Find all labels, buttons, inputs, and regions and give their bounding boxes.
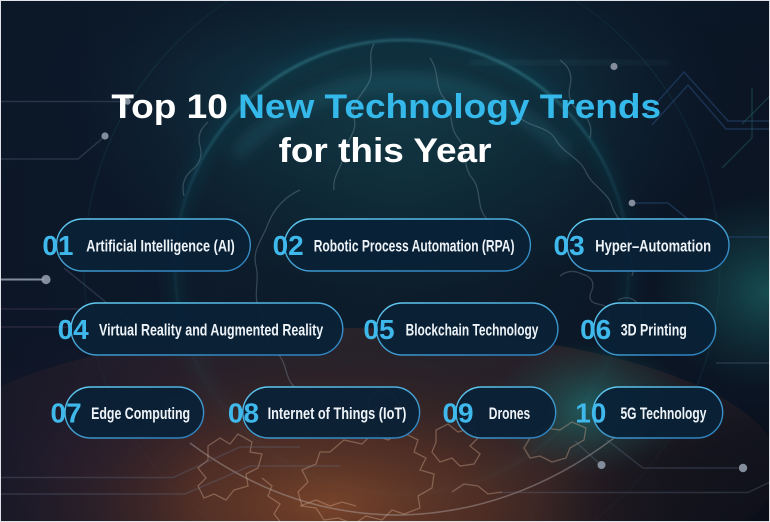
svg-text:Drones: Drones <box>489 404 530 423</box>
svg-text:Blockchain Technology: Blockchain Technology <box>406 320 539 339</box>
svg-text:02: 02 <box>273 230 304 261</box>
svg-text:Artificial Intelligence (AI): Artificial Intelligence (AI) <box>86 236 234 255</box>
svg-text:5G Technology: 5G Technology <box>621 404 707 423</box>
svg-text:01: 01 <box>42 230 73 261</box>
svg-text:09: 09 <box>442 398 473 429</box>
svg-text:03: 03 <box>554 230 585 261</box>
svg-text:for this Year: for this Year <box>279 131 492 169</box>
svg-text:Virtual Reality and Augmented: Virtual Reality and Augmented Reality <box>99 320 324 339</box>
svg-text:06: 06 <box>580 314 611 345</box>
svg-text:07: 07 <box>51 398 82 429</box>
svg-text:Internet of Things (IoT): Internet of Things (IoT) <box>268 404 407 423</box>
svg-text:05: 05 <box>363 314 394 345</box>
svg-text:10: 10 <box>575 398 606 429</box>
svg-text:Edge Computing: Edge Computing <box>91 404 190 423</box>
svg-text:08: 08 <box>228 398 259 429</box>
svg-text:Top 10 New Technology Trends: Top 10 New Technology Trends <box>111 88 661 126</box>
svg-text:Robotic Process Automation (RP: Robotic Process Automation (RPA) <box>314 236 515 255</box>
svg-text:04: 04 <box>58 314 90 345</box>
svg-text:3D Printing: 3D Printing <box>621 320 687 339</box>
svg-text:Hyper–Automation: Hyper–Automation <box>595 236 711 255</box>
